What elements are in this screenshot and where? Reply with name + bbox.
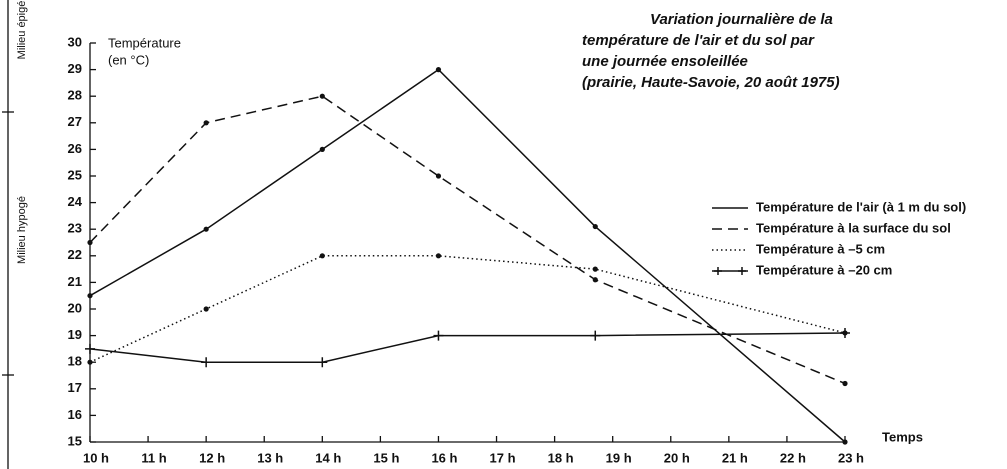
x-tick-label: 11 h bbox=[141, 450, 166, 465]
side-label: Milieu épigé bbox=[16, 1, 28, 60]
y-tick-label: 20 bbox=[68, 300, 82, 315]
point bbox=[203, 306, 209, 312]
point bbox=[842, 380, 848, 387]
chart-title: (prairie, Haute-Savoie, 20 août 1975) bbox=[582, 74, 840, 91]
x-tick-label: 10 h bbox=[83, 450, 109, 465]
chart-title: une journée ensoleillée bbox=[582, 53, 748, 70]
point bbox=[203, 120, 209, 126]
point bbox=[317, 357, 328, 368]
point bbox=[433, 330, 444, 341]
chart-title: Variation journalière de la bbox=[650, 11, 833, 28]
point bbox=[319, 253, 325, 259]
y-tick-label: 19 bbox=[68, 327, 82, 342]
legend-label: Température à –5 cm bbox=[756, 241, 885, 256]
y-tick-label: 29 bbox=[68, 61, 82, 76]
point bbox=[435, 173, 442, 179]
point bbox=[590, 330, 601, 341]
point bbox=[592, 277, 598, 283]
series-line bbox=[89, 255, 846, 363]
point bbox=[840, 327, 850, 338]
legend-label: Température à –20 cm bbox=[756, 262, 892, 277]
point bbox=[592, 223, 598, 230]
x-axis-label: Temps bbox=[882, 429, 923, 444]
y-tick-label: 16 bbox=[68, 407, 82, 422]
y-axis-label: (en °C) bbox=[108, 52, 149, 67]
legend-marker bbox=[738, 267, 746, 275]
y-tick-label: 22 bbox=[68, 247, 82, 262]
series-line bbox=[89, 95, 846, 385]
y-tick-label: 25 bbox=[68, 167, 82, 182]
legend-marker bbox=[714, 267, 722, 275]
y-tick-label: 17 bbox=[68, 380, 82, 395]
series-line bbox=[89, 68, 846, 443]
y-tick-label: 30 bbox=[68, 34, 82, 49]
side-label: Milieu hypogé bbox=[16, 196, 28, 264]
x-tick-label: 19 h bbox=[606, 450, 632, 465]
x-tick-label: 15 h bbox=[373, 450, 399, 465]
chart-title: température de l'air et du sol par bbox=[582, 32, 815, 49]
x-tick-label: 13 h bbox=[257, 450, 283, 465]
x-tick-label: 23 h bbox=[838, 450, 864, 465]
x-tick-label: 18 h bbox=[548, 450, 574, 465]
x-tick-label: 14 h bbox=[315, 450, 341, 465]
x-tick-label: 21 h bbox=[722, 450, 748, 465]
point bbox=[319, 93, 325, 99]
y-tick-label: 27 bbox=[68, 114, 82, 129]
y-tick-label: 23 bbox=[68, 221, 82, 236]
point bbox=[435, 253, 442, 259]
y-tick-label: 15 bbox=[68, 433, 82, 448]
x-tick-label: 12 h bbox=[199, 450, 225, 465]
point bbox=[592, 266, 598, 272]
point bbox=[319, 146, 325, 152]
x-tick-label: 16 h bbox=[431, 450, 457, 465]
point bbox=[203, 226, 209, 232]
point bbox=[435, 67, 442, 73]
point bbox=[87, 239, 93, 246]
series-line bbox=[89, 332, 846, 363]
x-tick-label: 22 h bbox=[780, 450, 806, 465]
y-tick-label: 28 bbox=[68, 88, 82, 103]
x-tick-label: 20 h bbox=[664, 450, 690, 465]
point bbox=[85, 343, 95, 354]
y-tick-label: 18 bbox=[68, 354, 82, 369]
point bbox=[842, 439, 848, 445]
legend-label: Température à la surface du sol bbox=[756, 220, 951, 235]
point bbox=[201, 357, 212, 368]
point bbox=[87, 359, 93, 365]
x-tick-label: 17 h bbox=[490, 450, 516, 465]
legend-label: Température de l'air (à 1 m du sol) bbox=[756, 199, 966, 214]
y-tick-label: 21 bbox=[68, 274, 82, 289]
y-axis-label: Température bbox=[108, 35, 181, 50]
point bbox=[87, 293, 93, 299]
y-tick-label: 24 bbox=[68, 194, 83, 209]
y-tick-label: 26 bbox=[68, 141, 82, 156]
